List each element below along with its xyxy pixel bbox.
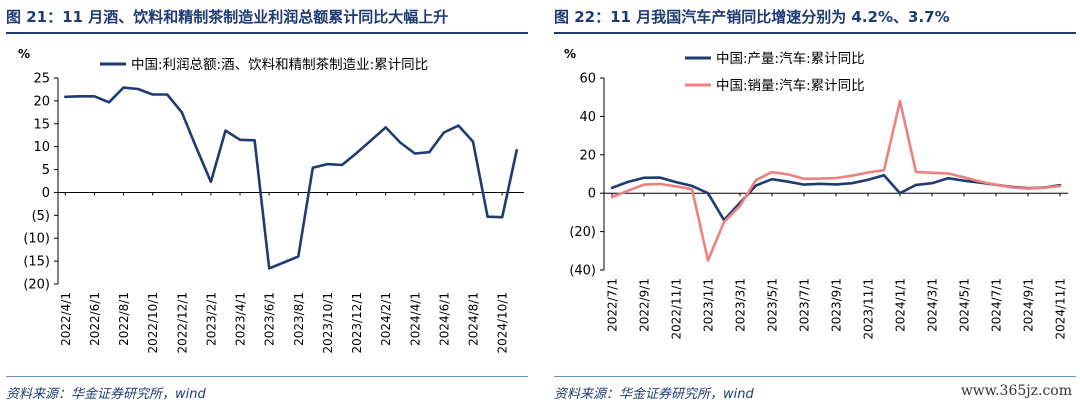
left-source-note: 资料来源：华金证券研究所，wind xyxy=(6,387,206,402)
left-y-tick-label: (5) xyxy=(32,209,50,224)
left-x-tick-label: 2023/10/1 xyxy=(321,292,335,354)
right-line-chart: %60 40 20 0 (20) (40) 2022/7/1 2022/9/1 2022/11/… xyxy=(564,47,1068,340)
left-x-tick-label: 2023/8/1 xyxy=(292,292,306,346)
left-x-tick-label: 2023/6/1 xyxy=(263,292,277,346)
left-y-tick-label: 10 xyxy=(33,140,50,155)
left-y-tick-label: (20) xyxy=(23,278,50,293)
right-y-tick-label: 60 xyxy=(579,72,596,87)
left-x-tick-label: 2024/2/1 xyxy=(379,292,393,346)
left-x-tick-label: 2024/10/1 xyxy=(496,292,510,354)
left-x-tick-label: 2024/8/1 xyxy=(467,292,481,346)
right-series-line-2 xyxy=(610,99,1062,262)
right-y-tick-label: 20 xyxy=(579,148,596,163)
right-title-rule xyxy=(554,32,1076,34)
left-chart-title: 图 21：11 月酒、饮料和精制茶制造业利润总额累计同比大幅上升 xyxy=(6,8,449,26)
right-y-tick-label: 40 xyxy=(579,110,596,125)
right-x-tick-label: 2024/1/1 xyxy=(894,278,908,332)
right-x-tick-label: 2023/11/1 xyxy=(862,278,876,340)
site-watermark: www.365jz.com xyxy=(960,383,1072,399)
left-x-tick-label: 2022/10/1 xyxy=(146,292,160,354)
right-source-note: 资料来源：华金证券研究所，wind xyxy=(554,387,754,402)
right-y-tick-label: 0 xyxy=(588,187,596,202)
right-x-tick-label: 2024/9/1 xyxy=(1022,278,1036,332)
left-legend-label-1: 中国:利润总额:酒、饮料和精制茶制造业:累计同比 xyxy=(131,57,428,73)
right-y-tick-label: (20) xyxy=(569,225,596,240)
left-line-chart: %25 20 15 10 5 0 (5) (10) (15) (20) 2022/4/1 2022/6… xyxy=(18,47,524,354)
left-x-tick-label: 2022/12/1 xyxy=(175,292,189,354)
right-x-tick-label: 2023/3/1 xyxy=(734,278,748,332)
right-chart-title: 图 22：11 月我国汽车产销同比增速分别为 4.2%、3.7% xyxy=(554,8,950,26)
left-x-tick-label: 2023/12/1 xyxy=(350,292,364,354)
left-x-tick-label: 2024/6/1 xyxy=(437,292,451,346)
left-y-tick-label: 0 xyxy=(42,186,50,201)
left-y-tick-label: 20 xyxy=(33,94,50,109)
left-x-tick-label: 2022/6/1 xyxy=(88,292,102,346)
left-source-rule xyxy=(6,376,528,377)
right-series-line-1 xyxy=(610,174,1062,222)
left-x-tick-label: 2024/4/1 xyxy=(408,292,422,346)
left-y-tick-label: 25 xyxy=(33,72,50,87)
right-x-tick-label: 2024/3/1 xyxy=(926,278,940,332)
right-legend-label-1: 中国:产量:汽车:累计同比 xyxy=(716,50,865,67)
right-x-tick-label: 2023/7/1 xyxy=(798,278,812,332)
left-y-tick-label: (10) xyxy=(23,232,50,247)
left-chart-panel: 图 21：11 月酒、饮料和精制茶制造业利润总额累计同比大幅上升 % 25 20 15… xyxy=(0,0,532,408)
right-x-tick-label: 2024/5/1 xyxy=(958,278,972,332)
right-x-tick-label: 2023/1/1 xyxy=(702,278,716,332)
left-x-tick-label: 2023/4/1 xyxy=(234,292,248,346)
left-y-tick-label: (15) xyxy=(23,255,50,270)
right-x-tick-label: 2022/11/1 xyxy=(670,278,684,340)
left-y-tick-label: 5 xyxy=(42,163,50,178)
left-x-tick-label: 2022/4/1 xyxy=(59,292,73,346)
right-chart-panel: 图 22：11 月我国汽车产销同比增速分别为 4.2%、3.7% % 60 40 20… xyxy=(548,0,1080,408)
right-x-tick-label: 2022/9/1 xyxy=(638,278,652,332)
right-unit-label: % xyxy=(564,47,576,61)
left-title-rule xyxy=(6,32,528,34)
right-source-rule xyxy=(554,376,1076,377)
left-x-tick-label: 2023/2/1 xyxy=(204,292,218,346)
left-y-tick-label: 15 xyxy=(33,117,50,132)
right-x-tick-label: 2023/5/1 xyxy=(766,278,780,332)
right-x-tick-label: 2024/11/1 xyxy=(1054,278,1068,340)
left-unit-label: % xyxy=(18,47,30,61)
left-series-line-1 xyxy=(64,86,519,270)
right-x-tick-label: 2023/9/1 xyxy=(830,278,844,332)
right-x-tick-label: 2022/7/1 xyxy=(606,278,620,332)
right-y-tick-label: (40) xyxy=(569,264,596,279)
right-legend-label-2: 中国:销量:汽车:累计同比 xyxy=(716,77,865,94)
left-x-tick-label: 2022/8/1 xyxy=(117,292,131,346)
right-x-tick-label: 2024/7/1 xyxy=(990,278,1004,332)
